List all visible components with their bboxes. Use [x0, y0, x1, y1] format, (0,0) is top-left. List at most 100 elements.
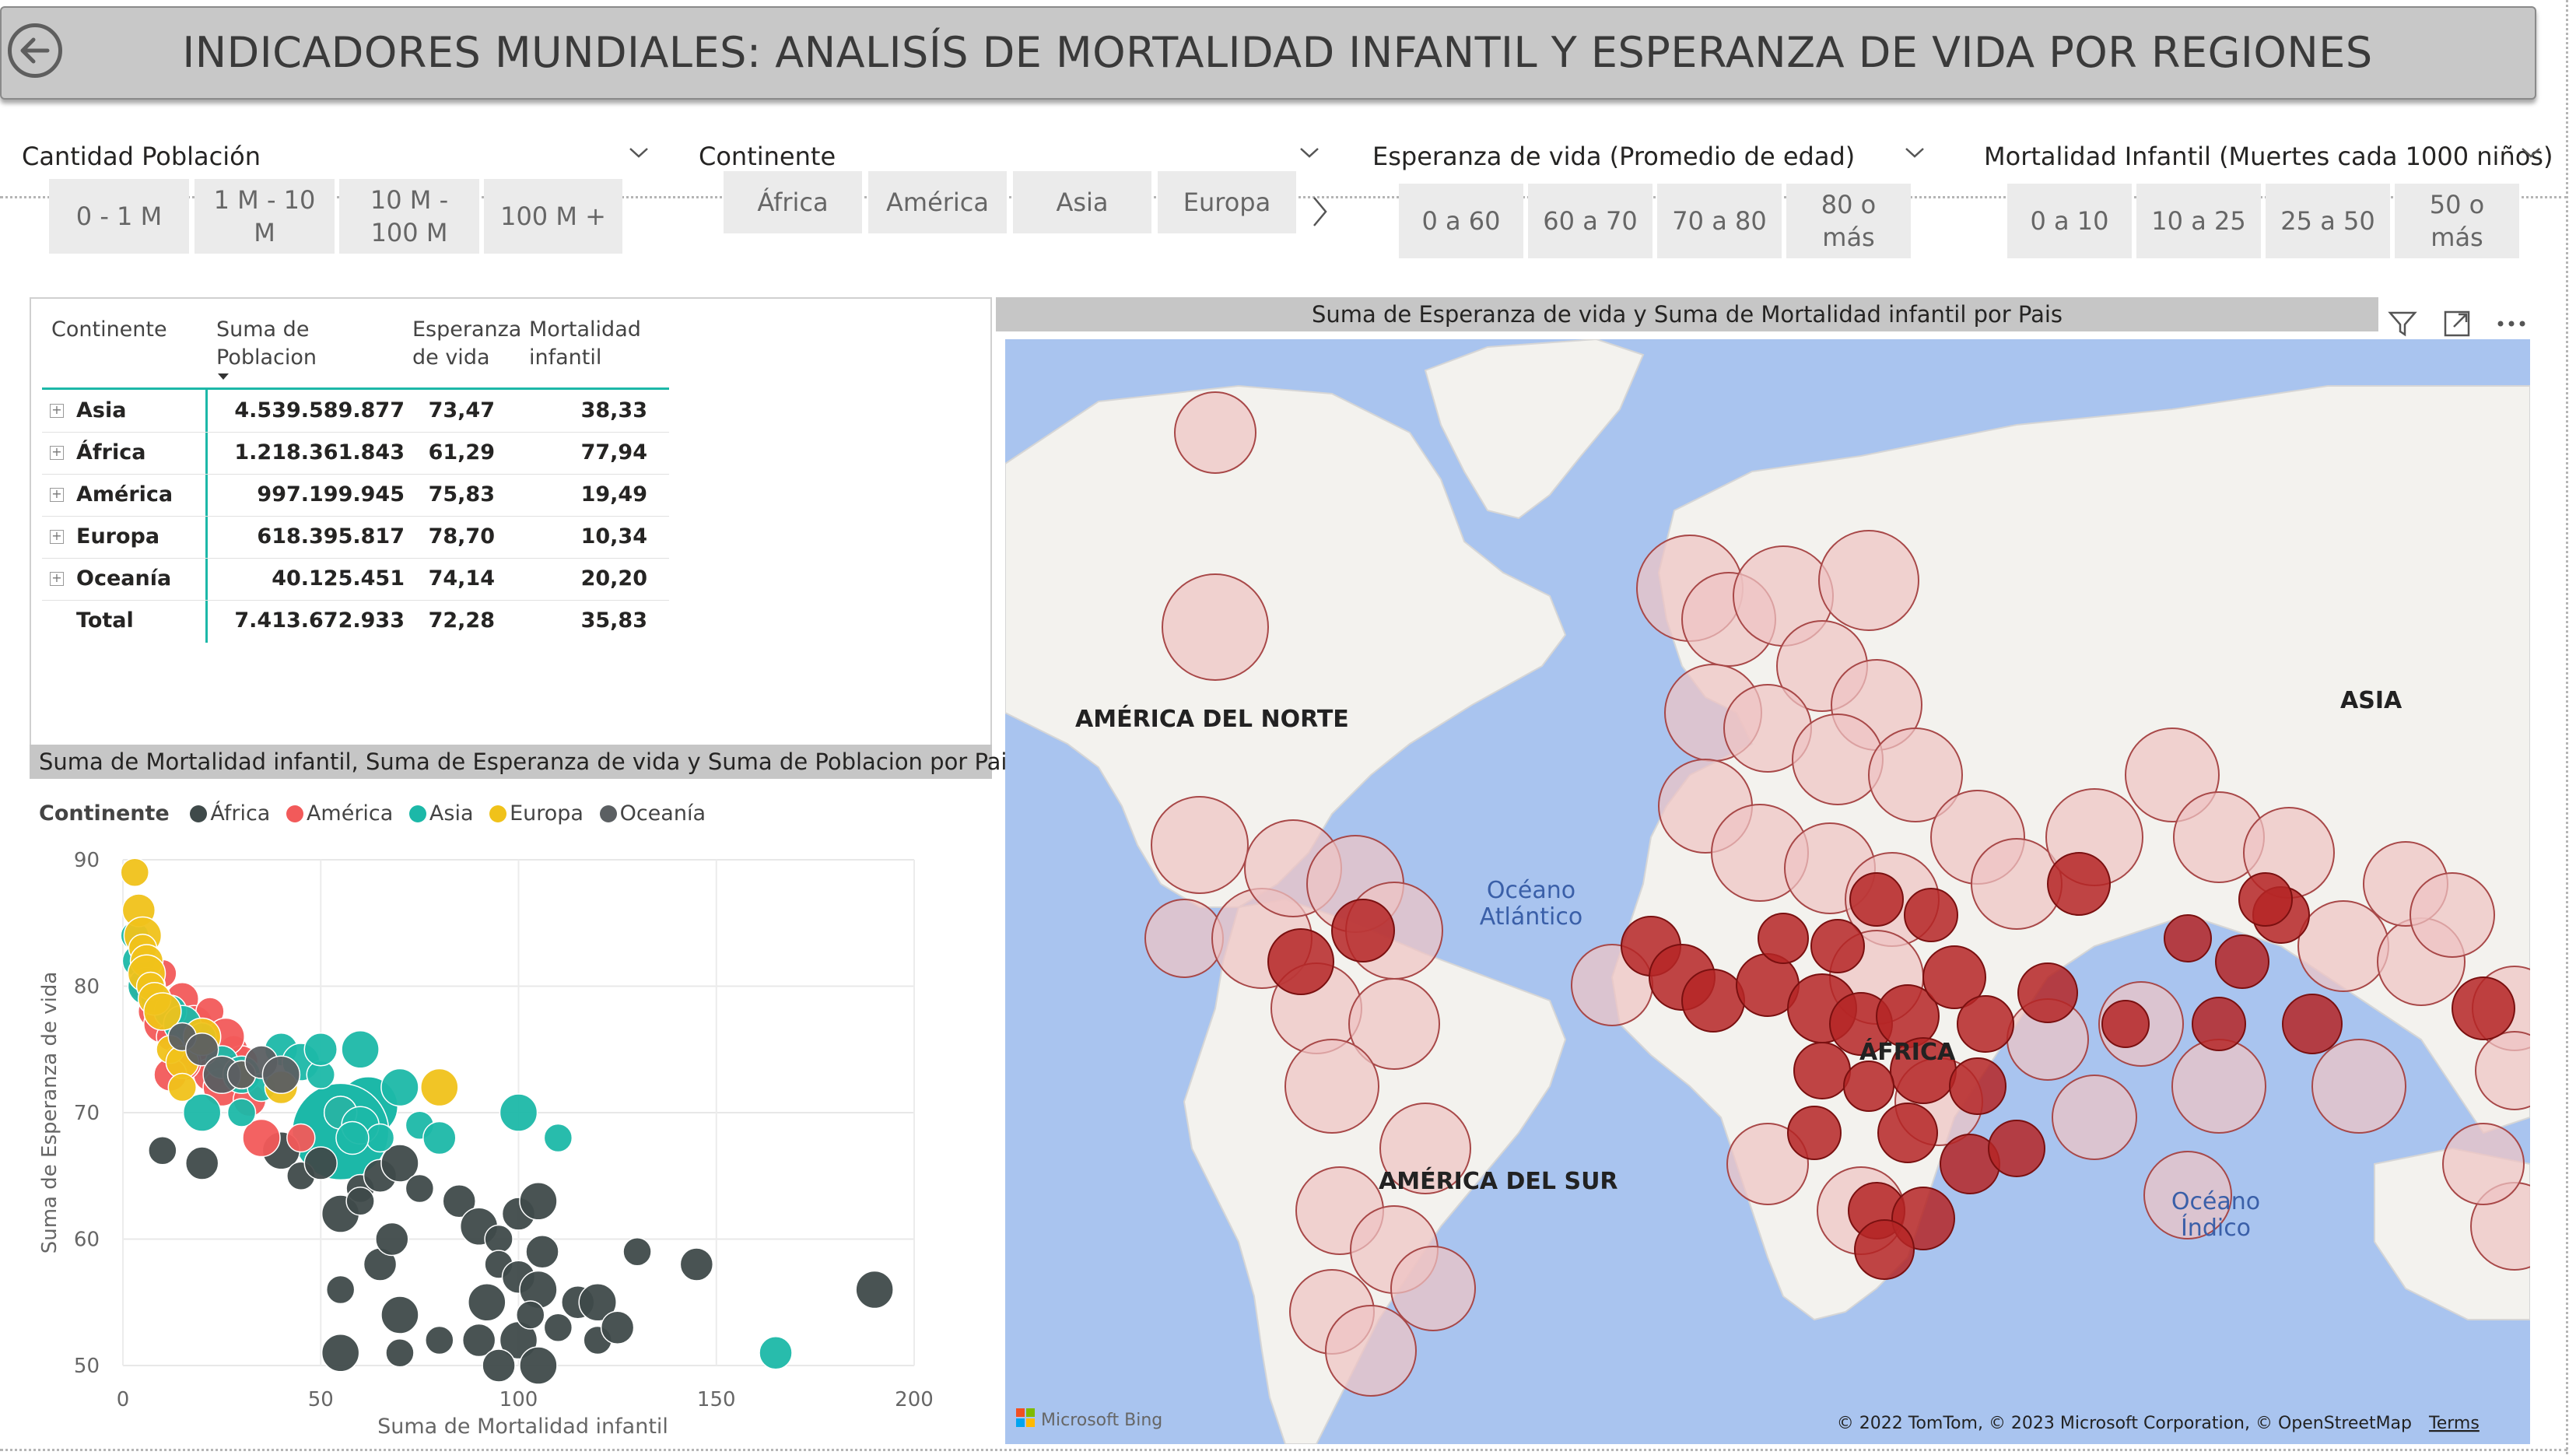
chevron-right-icon[interactable] — [1310, 195, 1330, 229]
scatter-point[interactable] — [341, 1030, 380, 1069]
map-bubble[interactable] — [1174, 391, 1256, 474]
slicer-option[interactable]: 0 a 10 — [2007, 184, 2132, 258]
expand-plus-icon[interactable]: + — [50, 488, 64, 502]
scatter-point[interactable] — [679, 1247, 714, 1281]
slicer-option[interactable]: África — [724, 171, 862, 233]
map-bubble[interactable] — [2017, 962, 2078, 1023]
scatter-point[interactable] — [578, 1283, 617, 1322]
table-row[interactable]: + América 997.199.945 75,83 19,49 — [42, 474, 669, 517]
scatter-point[interactable] — [148, 1136, 177, 1166]
legend-item[interactable]: África — [190, 801, 270, 826]
slicer-option[interactable]: 10 a 25 — [2136, 184, 2261, 258]
map-bubble[interactable] — [2442, 1123, 2525, 1205]
more-options-icon[interactable] — [2494, 308, 2529, 339]
map-bubble[interactable] — [2047, 852, 2111, 916]
map-bubble[interactable] — [1726, 1123, 1809, 1205]
expand-plus-icon[interactable]: + — [50, 572, 64, 586]
slicer-option[interactable]: 10 M - 100 M — [339, 179, 479, 254]
map-bubble[interactable] — [1267, 928, 1334, 995]
map-bubble[interactable] — [1922, 945, 1986, 1009]
scatter-point[interactable] — [543, 1123, 573, 1153]
chevron-down-icon[interactable] — [2519, 143, 2543, 162]
map-bubble[interactable] — [2101, 1000, 2150, 1048]
scatter-point[interactable] — [242, 1118, 281, 1158]
slicer-option[interactable]: Europa — [1158, 171, 1296, 233]
slicer-option[interactable]: Asia — [1013, 171, 1151, 233]
scatter-point[interactable] — [525, 1235, 559, 1269]
scatter-point[interactable] — [226, 1098, 257, 1127]
map-bubble[interactable] — [1793, 1042, 1851, 1099]
map-bubble[interactable] — [1325, 1305, 1417, 1397]
map-bubble[interactable] — [2410, 872, 2495, 958]
legend-item[interactable]: Asia — [408, 801, 474, 826]
map-bubble[interactable] — [2171, 1039, 2266, 1134]
slicer-option[interactable]: 0 - 1 M — [49, 179, 189, 254]
column-header-poblacion[interactable]: Suma de Poblacion — [216, 317, 317, 370]
chevron-down-icon[interactable] — [1903, 143, 1926, 162]
terms-link[interactable]: Terms — [2428, 1414, 2480, 1433]
map-bubble[interactable] — [2475, 1031, 2530, 1110]
scatter-point[interactable] — [120, 857, 150, 887]
scatter-point[interactable] — [405, 1173, 435, 1204]
table-row[interactable]: + África 1.218.361.843 61,29 77,94 — [42, 432, 669, 475]
scatter-point[interactable] — [365, 1123, 395, 1153]
map-bubble[interactable] — [1792, 713, 1884, 805]
bubble-map[interactable]: AMÉRICA DEL NORTE AMÉRICA DEL SUR ÁFRICA… — [1005, 339, 2530, 1444]
scatter-point[interactable] — [420, 1068, 459, 1107]
map-bubble[interactable] — [2052, 1075, 2137, 1160]
map-bubble[interactable] — [1904, 888, 1958, 942]
scatter-point[interactable] — [543, 1313, 573, 1342]
scatter-point[interactable] — [600, 1310, 635, 1345]
scatter-point[interactable] — [303, 1033, 338, 1067]
chevron-down-icon[interactable] — [1298, 143, 1321, 162]
scatter-point[interactable] — [184, 1146, 219, 1180]
slicer-option[interactable]: 0 a 60 — [1399, 184, 1523, 258]
filter-icon[interactable] — [2387, 308, 2418, 339]
scatter-point[interactable] — [345, 1187, 375, 1216]
scatter-point[interactable] — [519, 1182, 558, 1221]
scatter-point[interactable] — [380, 1144, 419, 1183]
table-row[interactable]: + Europa 618.395.817 78,70 10,34 — [42, 516, 669, 559]
scatter-point[interactable] — [380, 1068, 419, 1107]
slicer-option[interactable]: 60 a 70 — [1528, 184, 1652, 258]
scatter-point[interactable] — [375, 1222, 409, 1257]
table-row[interactable]: + Asia 4.539.589.877 73,47 38,33 — [42, 390, 669, 433]
scatter-point[interactable] — [143, 992, 182, 1031]
back-arrow-circle-icon[interactable] — [8, 23, 62, 78]
expand-plus-icon[interactable]: + — [50, 404, 64, 418]
map-bubble[interactable] — [1162, 573, 1269, 681]
map-bubble[interactable] — [1379, 1103, 1471, 1194]
map-bubble[interactable] — [2192, 997, 2246, 1051]
scatter-point[interactable] — [468, 1283, 506, 1322]
focus-mode-icon[interactable] — [2441, 308, 2473, 339]
slicer-option[interactable]: América — [868, 171, 1007, 233]
map-bubble[interactable] — [1949, 1057, 2006, 1115]
scatter-point[interactable] — [461, 1323, 496, 1358]
scatter-point[interactable] — [484, 1224, 513, 1254]
map-bubble[interactable] — [2297, 900, 2389, 992]
scatter-point[interactable] — [516, 1300, 545, 1330]
slicer-option[interactable]: 25 a 50 — [2266, 184, 2390, 258]
scatter-point[interactable] — [335, 1120, 370, 1155]
map-bubble[interactable] — [1957, 995, 2014, 1053]
slicer-option[interactable]: 70 a 80 — [1657, 184, 1782, 258]
slicer-option[interactable]: 80 o más — [1786, 184, 1911, 258]
scatter-point[interactable] — [482, 1348, 516, 1383]
scatter-point[interactable] — [286, 1123, 316, 1153]
map-bubble[interactable] — [1681, 969, 1745, 1033]
scatter-point[interactable] — [499, 1093, 538, 1132]
map-bubble[interactable] — [1810, 919, 1865, 973]
column-header-continente[interactable]: Continente — [51, 317, 167, 342]
scatter-point[interactable] — [380, 1295, 419, 1334]
scatter-point[interactable] — [759, 1336, 793, 1370]
scatter-point[interactable] — [855, 1270, 894, 1310]
map-bubble[interactable] — [2311, 1039, 2406, 1134]
column-header-esperanza[interactable]: Esperanza de vida — [412, 317, 522, 370]
map-bubble[interactable] — [2143, 1151, 2232, 1239]
map-attribution[interactable]: © 2022 TomTom, © 2023 Microsoft Corporat… — [1837, 1414, 2412, 1433]
map-bubble[interactable] — [2452, 976, 2515, 1040]
map-bubble[interactable] — [1854, 1219, 1915, 1280]
scatter-point[interactable] — [167, 1072, 198, 1103]
map-bubble[interactable] — [1849, 872, 1904, 927]
scatter-point[interactable] — [261, 1055, 301, 1094]
